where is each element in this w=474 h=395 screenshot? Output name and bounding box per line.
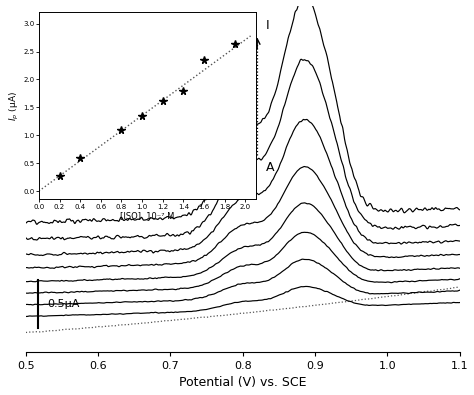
Text: A: A bbox=[266, 162, 274, 175]
Text: I: I bbox=[266, 19, 270, 32]
Text: 0.5μA: 0.5μA bbox=[47, 299, 80, 309]
X-axis label: Potential (V) vs. SCE: Potential (V) vs. SCE bbox=[179, 376, 307, 389]
